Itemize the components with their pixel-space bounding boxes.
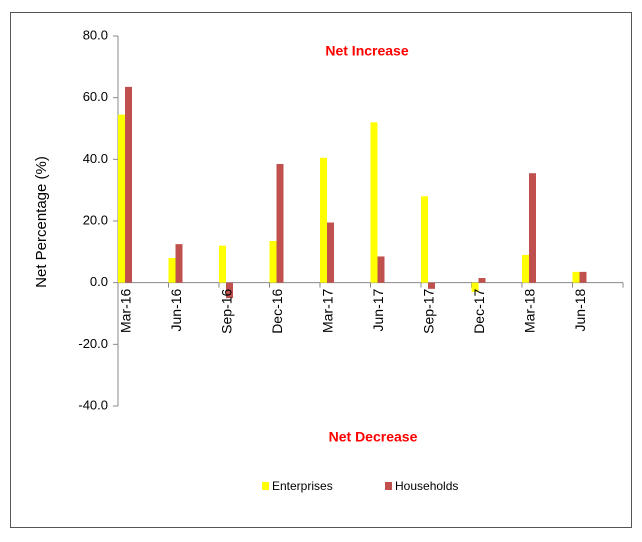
x-tick-label: Sep-17	[421, 288, 437, 333]
x-tick-label: Mar-16	[118, 288, 134, 333]
bar	[370, 122, 378, 283]
annotation: Net Increase	[325, 43, 408, 59]
bar	[579, 271, 587, 283]
bar	[219, 245, 226, 283]
bar	[529, 173, 536, 283]
y-tick-label: 40.0	[83, 151, 108, 166]
bar	[572, 271, 580, 283]
x-tick-label: Sep-16	[219, 288, 235, 333]
x-tick-label: Jun-17	[370, 288, 386, 331]
bar	[428, 282, 435, 289]
y-tick-label: 60.0	[83, 89, 108, 104]
bar	[377, 256, 385, 283]
bar	[471, 282, 479, 292]
bar	[320, 157, 327, 283]
bar	[175, 244, 183, 283]
bar	[226, 282, 233, 299]
y-tick-label: 0.0	[90, 274, 108, 289]
bar	[118, 114, 125, 283]
annotation: Net Decrease	[329, 429, 418, 445]
x-tick-label: Dec-17	[471, 288, 487, 333]
bar	[168, 258, 176, 283]
legend-label: Enterprises	[272, 479, 333, 493]
y-tick-label: -40.0	[78, 397, 108, 412]
bar	[421, 196, 428, 283]
x-tick-label: Mar-17	[320, 288, 336, 333]
bar	[125, 86, 132, 283]
bar	[327, 222, 334, 283]
bar	[276, 163, 284, 283]
bar	[478, 278, 486, 283]
chart-border	[10, 12, 632, 528]
bar	[522, 254, 529, 283]
x-tick-label: Dec-16	[269, 288, 285, 333]
legend-label: Households	[395, 479, 458, 493]
legend-swatch	[385, 482, 392, 490]
x-tick-label: Jun-16	[168, 288, 184, 331]
y-axis-label: Net Percentage (%)	[33, 156, 50, 288]
y-tick-label: -20.0	[78, 336, 108, 351]
y-tick-label: 80.0	[83, 27, 108, 42]
y-tick-label: 20.0	[83, 212, 108, 227]
legend-swatch	[262, 482, 269, 490]
x-tick-label: Jun-18	[572, 288, 588, 331]
x-tick-label: Mar-18	[522, 288, 538, 333]
bar	[269, 241, 277, 283]
